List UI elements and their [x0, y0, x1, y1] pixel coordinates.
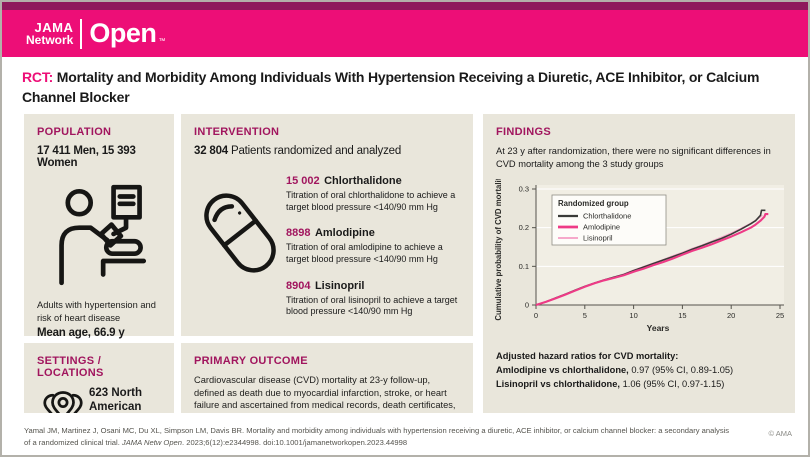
footer: Yamal JM, Martinez J, Osani MC, Du XL, S… — [2, 413, 808, 455]
primary-outcome-panel: PRIMARY OUTCOME Cardiovascular disease (… — [181, 343, 473, 423]
settings-heading: SETTINGS / LOCATIONS — [37, 355, 104, 379]
svg-text:20: 20 — [727, 311, 735, 320]
patient-blood-pressure-icon — [59, 184, 147, 286]
cvd-mortality-chart: 0 0.1 0.2 0.3 0 5 10 15 20 25 Years Cumulative prob… — [492, 173, 784, 340]
svg-text:5: 5 — [583, 311, 587, 320]
population-mean-age: Mean age, 66.9 y — [37, 327, 125, 340]
svg-text:0: 0 — [534, 311, 538, 320]
study-title: RCT: Mortality and Morbidity Among Indiv… — [2, 57, 808, 112]
top-stripe — [2, 2, 808, 10]
intervention-group-chlorthalidone: 15 002 Chlorthalidone Titration of oral … — [286, 175, 456, 212]
svg-text:Randomized group: Randomized group — [558, 199, 629, 208]
cvd-chart: 0 0.1 0.2 0.3 0 5 10 15 20 25 Years Cumulative prob… — [494, 173, 784, 333]
trademark-symbol: ™ — [158, 38, 166, 45]
study-title-text: Mortality and Morbidity Among Individual… — [22, 69, 760, 106]
jama-network-open-logo: JAMA Network Open ™ — [26, 18, 165, 49]
findings-heading: FINDINGS — [496, 126, 551, 138]
population-stat: 17 411 Men, 15 393 Women — [37, 145, 136, 169]
hazard-line-lisinopril: Lisinopril vs chlorthalidone, 1.06 (95% … — [496, 378, 725, 389]
svg-text:0.1: 0.1 — [519, 262, 529, 271]
svg-text:25: 25 — [776, 311, 784, 320]
study-type-tag: RCT: — [22, 69, 54, 85]
copyright: © AMA — [768, 429, 792, 438]
primary-outcome-heading: PRIMARY OUTCOME — [194, 355, 308, 367]
hazard-line-amlodipine: Amlodipine vs chlorthalidone, 0.97 (95% … — [496, 364, 734, 375]
intervention-group-amlodipine: 8898 Amlodipine Titration of oral amlodi… — [286, 227, 443, 265]
logo-open: Open — [89, 18, 157, 48]
population-panel: POPULATION 17 411 Men, 15 393 Women Adul… — [24, 114, 174, 340]
logo-network: Network — [26, 33, 74, 47]
population-description: Adults with hypertension and risk of hea… — [37, 300, 156, 323]
findings-summary: At 23 y after randomization, there were … — [496, 146, 771, 170]
intervention-panel: INTERVENTION 32 804 Patients randomized … — [181, 114, 473, 336]
svg-text:0: 0 — [525, 301, 529, 310]
intervention-stat: 32 804 Patients randomized and analyzed — [194, 145, 402, 157]
logo-divider — [80, 18, 83, 49]
intervention-group-lisinopril: 8904 Lisinopril Titration of oral lisino… — [286, 279, 458, 317]
logo-jama: JAMA — [34, 20, 74, 35]
svg-text:Lisinopril: Lisinopril — [583, 234, 613, 243]
svg-text:0.3: 0.3 — [519, 185, 529, 194]
pill-capsule-icon — [204, 193, 276, 273]
population-heading: POPULATION — [37, 126, 112, 138]
svg-text:Years: Years — [647, 323, 670, 333]
svg-text:Amlodipine: Amlodipine — [583, 223, 620, 232]
svg-text:15: 15 — [678, 311, 686, 320]
settings-panel: SETTINGS / LOCATIONS 623 North American … — [24, 343, 174, 429]
svg-text:0.2: 0.2 — [519, 223, 529, 232]
masthead: JAMA Network Open ™ — [2, 10, 808, 57]
svg-text:10: 10 — [629, 311, 637, 320]
hazard-title: Adjusted hazard ratios for CVD mortality… — [496, 351, 679, 362]
findings-panel: FINDINGS At 23 y after randomization, th… — [483, 114, 795, 415]
hazard-ratios: Adjusted hazard ratios for CVD mortality… — [496, 350, 782, 392]
intervention-heading: INTERVENTION — [194, 126, 280, 138]
svg-text:Chlorthalidone: Chlorthalidone — [583, 212, 631, 221]
svg-text:Cumulative probability of CVD: Cumulative probability of CVD mortality — [494, 179, 503, 321]
citation: Yamal JM, Martinez J, Osani MC, Du XL, S… — [24, 426, 730, 447]
